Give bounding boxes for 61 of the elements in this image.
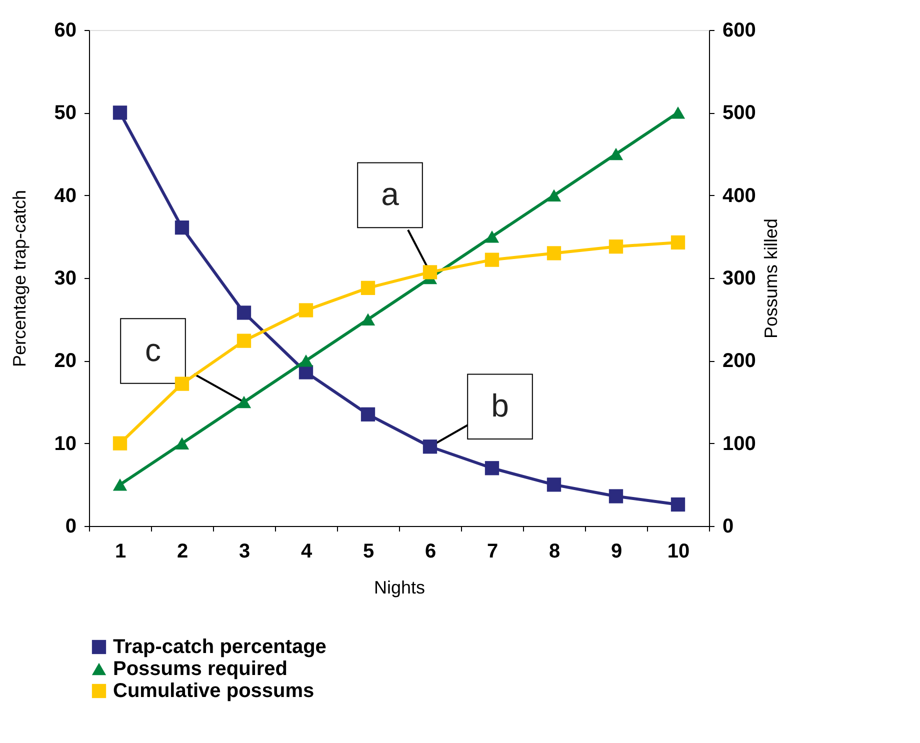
y2-tick-label: 100 (722, 432, 756, 455)
y-tick-label: 50 (54, 102, 76, 124)
y2-tick-label: 500 (722, 102, 756, 124)
annotation: a (381, 176, 400, 212)
y2-tick-label: 200 (722, 350, 756, 372)
point (298, 303, 314, 318)
point (670, 235, 686, 250)
y2-tick-label: 0 (722, 516, 734, 538)
point (298, 354, 314, 367)
point (236, 306, 252, 320)
point (112, 478, 128, 491)
point (360, 280, 376, 295)
point (112, 106, 128, 120)
x-tick-label: 2 (176, 540, 188, 562)
x-tick-label: 4 (300, 540, 313, 562)
y2-tick-label: 400 (722, 184, 756, 207)
point (608, 240, 624, 254)
x-tick-label: 7 (486, 540, 498, 562)
point (422, 265, 438, 280)
annotation: b (491, 388, 509, 424)
point (236, 396, 252, 408)
x-tick-label: 5 (362, 540, 374, 562)
x-tick-label: 8 (548, 540, 560, 562)
y-tick-label: 10 (54, 432, 76, 455)
y-axis-title: Percentage trap-catch (9, 190, 30, 368)
point (608, 489, 624, 504)
point (546, 478, 562, 492)
point (112, 436, 128, 450)
point (670, 106, 686, 119)
y-tick-label: 0 (65, 516, 76, 538)
x-tick-label: 10 (667, 540, 690, 562)
y-tick-label: 60 (54, 20, 76, 42)
point (546, 246, 562, 260)
x-tick-label: 9 (610, 540, 622, 562)
x-tick-label: 1 (114, 540, 126, 562)
point (484, 230, 500, 243)
point (546, 189, 562, 202)
point (236, 334, 252, 348)
y-tick-label: 40 (54, 184, 76, 207)
legend-label: Trap-catch percentage (113, 636, 326, 658)
y2-tick-label: 300 (722, 268, 756, 290)
x-tick-label: 3 (238, 540, 250, 562)
legend-label: Cumulative possums (113, 680, 314, 702)
y2-axis-title: Possums killed (760, 218, 781, 339)
x-tick-label: 6 (424, 540, 436, 562)
point (174, 437, 190, 450)
point (608, 148, 624, 160)
annotation: c (145, 332, 161, 368)
y-tick-label: 20 (54, 350, 76, 372)
x-axis-title: Nights (374, 578, 426, 598)
y2-tick-label: 600 (722, 20, 756, 42)
point (422, 440, 438, 454)
point (360, 313, 376, 326)
point (360, 407, 376, 422)
point (174, 376, 190, 391)
legend-label: Possums required (113, 658, 288, 680)
y-tick-label: 30 (54, 268, 76, 290)
point (484, 461, 500, 476)
point (484, 252, 500, 267)
point (670, 497, 686, 512)
point (174, 220, 190, 235)
